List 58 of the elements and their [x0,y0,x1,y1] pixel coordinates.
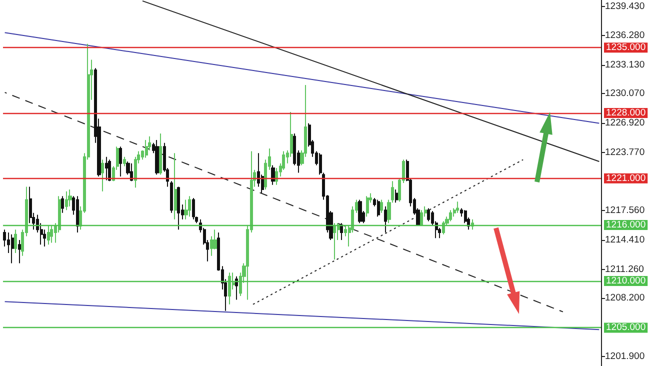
candlestick [11,234,14,264]
y-tick-label: 1211.260 [605,264,644,275]
candlestick [456,201,459,214]
ref-line-label: 1235.000 [606,42,646,54]
candlestick [68,189,72,207]
y-tick-label: 1230.070 [605,88,645,100]
candlestick [333,222,336,260]
y-tick-label: 1239.430 [605,0,645,12]
ref-line-label: 1216.000 [606,220,646,231]
candlestick [420,210,423,226]
candlestick [442,220,445,235]
candlestick [47,225,50,246]
candlestick [188,196,191,218]
y-tick-label: 1217.560 [605,204,645,216]
ref-line-label: 1205.000 [606,322,646,334]
candlestick [123,156,126,167]
candlestick [275,168,278,186]
candlestick [105,156,108,181]
candlestick [145,140,148,158]
candlestick [65,190,68,211]
candlestick [174,152,177,220]
y-tick-label: 1226.920 [605,118,645,129]
ref-line-label: 1228.000 [606,107,646,118]
candlestick [50,224,53,244]
candlestick [61,196,64,214]
candlestick [101,159,104,192]
ref-line-label: 1210.000 [606,276,646,287]
candlestick [159,133,162,176]
candlestick [155,140,159,176]
candlestick [384,206,387,233]
candlestick [177,186,180,230]
candlestick [340,222,343,240]
y-tick-label: 1214.410 [605,234,645,246]
candlestick [76,196,79,233]
candlestick [271,164,275,186]
y-tick-label: 1233.130 [605,60,645,71]
candlestick [18,239,21,264]
candlestick [427,208,430,222]
candlestick [170,180,173,214]
candlestick [228,272,231,305]
candlestick [377,199,380,218]
candlestick [235,276,238,300]
candlestick [449,210,452,222]
ref-line-label: 1221.000 [606,172,646,184]
y-tick-label: 1223.770 [605,146,645,158]
candlestick [358,199,362,224]
candlestick [366,196,369,218]
candlestick [108,159,111,182]
candlestick [119,146,122,177]
y-tick-label: 1208.200 [605,292,645,304]
candlestick [184,199,188,220]
candlestick [14,229,17,254]
candlestick [192,197,195,220]
y-tick-label: 1236.280 [605,30,645,42]
y-tick-label: 1201.900 [605,351,645,362]
candlestick [395,189,398,204]
candlestick [380,199,383,214]
candlestick [130,162,133,182]
